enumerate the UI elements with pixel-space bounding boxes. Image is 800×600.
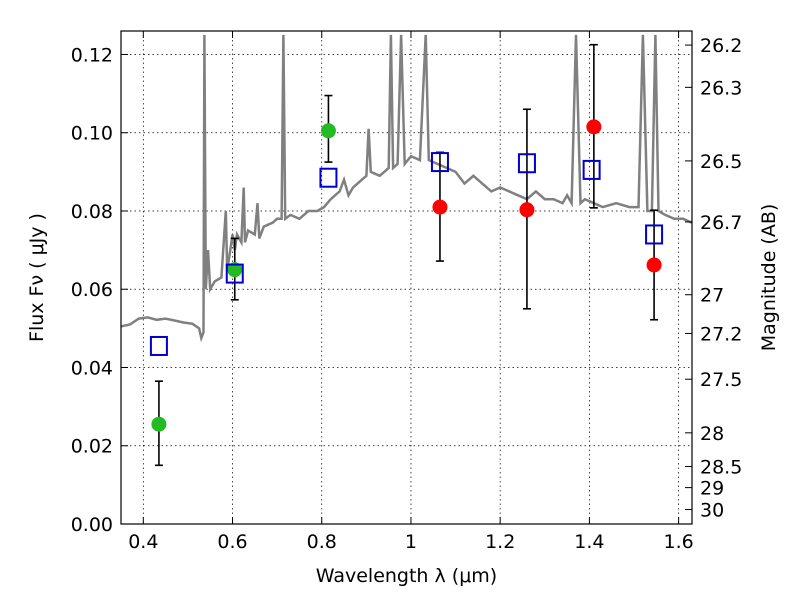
spectrum: [121, 34, 692, 343]
y-axis-label: Flux Fν ( μJy ): [26, 213, 48, 342]
y-tick-label: 0.06: [71, 279, 113, 301]
circle-marker: [320, 123, 336, 139]
spectrum-line: [121, 34, 692, 343]
y2-tick-label: 29: [700, 478, 724, 500]
x-tick-label: 1.4: [574, 531, 604, 553]
y-tick-label: 0.08: [71, 201, 113, 223]
square-marker: [319, 167, 338, 188]
square-marker: [149, 335, 168, 356]
circle-marker: [227, 262, 243, 278]
y2-tick-label: 26.5: [700, 151, 742, 173]
y2-tick-label: 26.2: [700, 35, 742, 57]
data-points: [149, 43, 664, 467]
y2-tick-label: 27.5: [700, 369, 742, 391]
x-tick-label: 0.6: [217, 531, 247, 553]
square-marker: [582, 159, 601, 180]
y-tick-label: 0.04: [71, 357, 113, 379]
grid: [121, 31, 692, 525]
square-marker: [517, 153, 536, 174]
circle-marker: [586, 119, 602, 135]
plot-frame: [120, 30, 693, 525]
x-tick-label: 1.2: [485, 531, 515, 553]
y-tick-label: 0.00: [71, 514, 113, 536]
y-tick-label: 0.02: [71, 436, 113, 458]
x-tick-label: 1: [405, 531, 417, 553]
y2-tick-label: 26.7: [700, 212, 742, 234]
square-marker: [430, 152, 449, 173]
y2-tick-label: 28: [700, 423, 724, 445]
x-axis-label: Wavelength λ (μm): [316, 565, 497, 587]
y-tick-label: 0.12: [71, 44, 113, 66]
x-tick-label: 0.4: [128, 531, 158, 553]
x-tick-label: 0.8: [307, 531, 337, 553]
y2-tick-label: 26.3: [700, 77, 742, 99]
y-tick-label: 0.10: [71, 123, 113, 145]
square-marker: [225, 263, 244, 284]
y2-tick-label: 27: [700, 285, 724, 307]
circle-marker: [432, 199, 448, 215]
circle-marker: [646, 257, 662, 273]
x-tick-label: 1.6: [664, 531, 694, 553]
y2-tick-label: 27.2: [700, 323, 742, 345]
axis-ticks: 0.4 0.6 0.8 1 1.2 1.4 1.6 0.00 0.02 0.04 0.06 0.08 0…: [71, 31, 742, 553]
y2-axis-label: Magnitude (AB): [758, 204, 780, 352]
y2-tick-label: 28.5: [700, 456, 742, 478]
circle-marker: [519, 202, 535, 218]
square-marker: [645, 224, 664, 245]
y2-tick-label: 30: [700, 500, 724, 522]
circle-marker: [151, 416, 167, 432]
